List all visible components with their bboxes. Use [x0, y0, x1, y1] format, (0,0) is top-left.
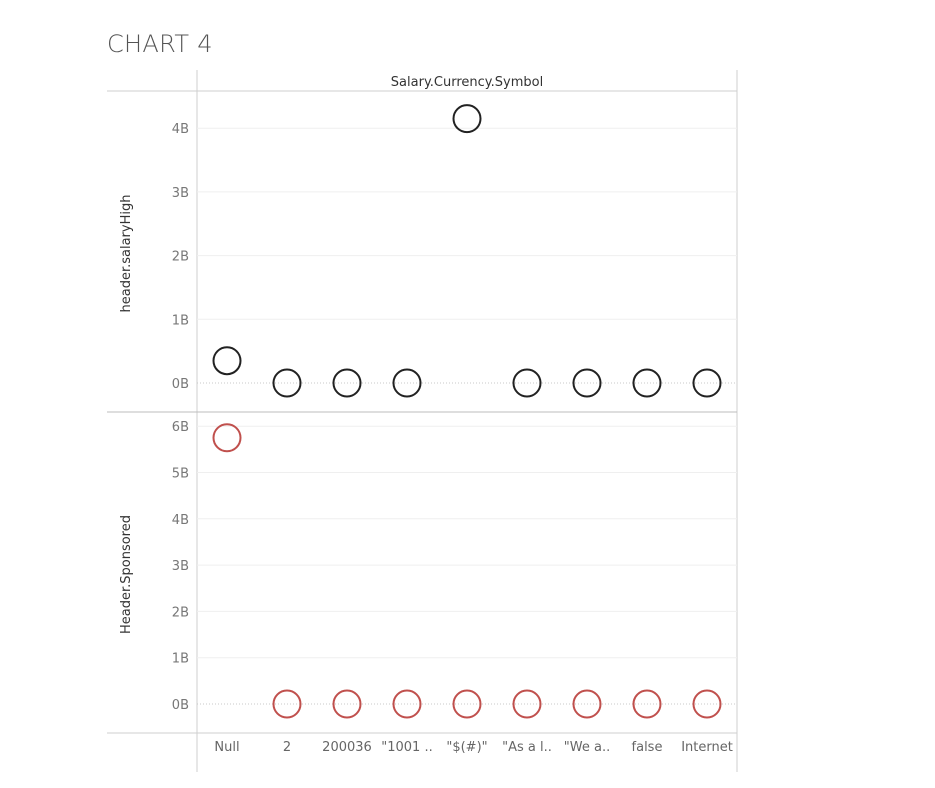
data-point	[512, 368, 542, 398]
x-category-label: false	[632, 740, 663, 755]
chart-title: CHART 4	[107, 30, 213, 58]
data-point	[512, 689, 542, 719]
column-header-label: Salary.Currency.Symbol	[391, 75, 543, 90]
y-tick-label: 6B	[172, 420, 189, 435]
data-point	[332, 689, 362, 719]
data-point	[572, 689, 602, 719]
x-category-label: "As a l..	[502, 740, 552, 755]
x-category-label: 2	[283, 740, 291, 755]
y-tick-label: 2B	[172, 605, 189, 620]
y-tick-label: 0B	[172, 698, 189, 713]
x-category-label: "1001 ..	[381, 740, 432, 755]
data-point	[572, 368, 602, 398]
x-category-label: Internet	[681, 740, 733, 755]
y-tick-label: 3B	[172, 186, 189, 201]
data-point	[692, 368, 722, 398]
data-point	[212, 346, 242, 376]
y-tick-label: 3B	[172, 559, 189, 574]
y-tick-label: 4B	[172, 122, 189, 137]
x-category-label: "We a..	[564, 740, 610, 755]
data-point	[212, 423, 242, 453]
y-tick-label: 5B	[172, 467, 189, 482]
data-point	[632, 689, 662, 719]
y-tick-label: 1B	[172, 652, 189, 667]
y-axis-title: Header.Sponsored	[119, 515, 134, 634]
x-category-label: Null	[214, 740, 239, 755]
data-point	[452, 104, 482, 134]
y-tick-label: 2B	[172, 250, 189, 265]
data-point	[452, 689, 482, 719]
y-tick-label: 0B	[172, 377, 189, 392]
x-category-label: "$(#)"	[446, 740, 487, 755]
y-tick-label: 1B	[172, 313, 189, 328]
y-tick-label: 4B	[172, 513, 189, 528]
data-point	[272, 368, 302, 398]
data-point	[392, 689, 422, 719]
data-point	[332, 368, 362, 398]
data-point	[632, 368, 662, 398]
data-point	[272, 689, 302, 719]
x-category-label: 200036	[322, 740, 372, 755]
y-axis-title: header.salaryHigh	[119, 195, 134, 313]
data-point	[392, 368, 422, 398]
data-point	[692, 689, 722, 719]
